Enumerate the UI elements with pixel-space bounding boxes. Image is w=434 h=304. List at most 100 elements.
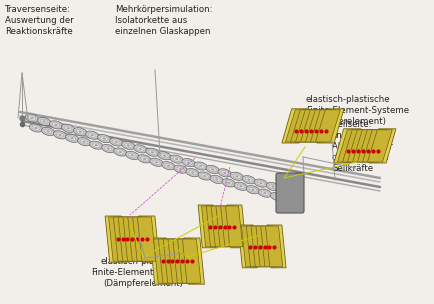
Ellipse shape	[206, 165, 220, 174]
Ellipse shape	[252, 189, 254, 190]
Ellipse shape	[69, 136, 76, 140]
Polygon shape	[290, 110, 315, 142]
Ellipse shape	[158, 152, 171, 160]
Ellipse shape	[258, 189, 272, 197]
Ellipse shape	[47, 131, 49, 132]
Polygon shape	[128, 217, 146, 261]
Polygon shape	[310, 110, 335, 142]
Ellipse shape	[269, 184, 276, 189]
Ellipse shape	[59, 134, 61, 136]
Polygon shape	[201, 206, 219, 247]
Ellipse shape	[105, 146, 112, 151]
Ellipse shape	[146, 148, 159, 156]
Ellipse shape	[25, 114, 39, 122]
Ellipse shape	[246, 186, 260, 194]
Ellipse shape	[225, 181, 233, 185]
Ellipse shape	[200, 165, 202, 167]
Polygon shape	[316, 110, 340, 142]
Polygon shape	[154, 239, 172, 283]
Polygon shape	[182, 239, 201, 283]
Polygon shape	[317, 109, 344, 143]
FancyBboxPatch shape	[276, 173, 304, 213]
Ellipse shape	[92, 143, 100, 147]
Polygon shape	[282, 109, 309, 143]
Ellipse shape	[119, 151, 122, 153]
Polygon shape	[198, 205, 217, 248]
Polygon shape	[261, 226, 278, 267]
Polygon shape	[221, 206, 238, 247]
Ellipse shape	[266, 182, 279, 191]
Polygon shape	[178, 239, 196, 283]
Ellipse shape	[113, 140, 120, 144]
Polygon shape	[251, 226, 268, 267]
Ellipse shape	[201, 174, 208, 178]
Polygon shape	[296, 110, 320, 142]
Text: Mehrkörpersimulation:
Isolatorkette aus
einzelnen Glaskappen: Mehrkörpersimulation: Isolatorkette aus …	[115, 5, 213, 36]
Polygon shape	[241, 226, 259, 267]
Ellipse shape	[37, 117, 51, 126]
Polygon shape	[206, 206, 224, 247]
Ellipse shape	[55, 124, 57, 126]
Ellipse shape	[174, 165, 187, 173]
Ellipse shape	[185, 160, 192, 165]
Ellipse shape	[254, 179, 268, 187]
Ellipse shape	[198, 172, 211, 180]
Ellipse shape	[102, 144, 115, 153]
Ellipse shape	[210, 175, 224, 184]
Polygon shape	[216, 206, 233, 247]
Ellipse shape	[186, 168, 199, 177]
Ellipse shape	[211, 169, 214, 170]
Ellipse shape	[264, 192, 266, 194]
Ellipse shape	[79, 131, 82, 133]
Ellipse shape	[49, 121, 63, 129]
Polygon shape	[108, 217, 127, 261]
Ellipse shape	[107, 148, 109, 149]
Ellipse shape	[30, 124, 43, 132]
Polygon shape	[238, 225, 257, 268]
Polygon shape	[338, 130, 362, 162]
Ellipse shape	[162, 162, 175, 170]
Ellipse shape	[53, 131, 67, 139]
Polygon shape	[173, 239, 191, 283]
Ellipse shape	[137, 147, 144, 151]
Polygon shape	[163, 239, 182, 283]
Ellipse shape	[197, 164, 204, 168]
Ellipse shape	[281, 188, 289, 192]
Polygon shape	[300, 110, 326, 142]
Ellipse shape	[32, 126, 39, 130]
Ellipse shape	[194, 162, 207, 170]
Text: Seilseite:
analytische
Abbildung der
dynamischen
Seilkräfte: Seilseite: analytische Abbildung der dyn…	[332, 120, 393, 173]
Ellipse shape	[103, 138, 105, 139]
Ellipse shape	[65, 126, 72, 130]
Ellipse shape	[242, 176, 256, 184]
Ellipse shape	[127, 145, 130, 146]
Text: elastisch-plastische
Finite-Element-Systeme
(Dämpferelement): elastisch-plastische Finite-Element-Syst…	[92, 257, 194, 288]
Ellipse shape	[125, 143, 132, 148]
Ellipse shape	[40, 119, 48, 124]
Ellipse shape	[191, 172, 194, 173]
Polygon shape	[138, 217, 156, 261]
Polygon shape	[368, 130, 392, 162]
Ellipse shape	[83, 141, 85, 143]
Text: Traversenseite:
Auswertung der
Reaktionskräfte: Traversenseite: Auswertung der Reaktions…	[5, 5, 74, 36]
Ellipse shape	[117, 150, 124, 154]
Ellipse shape	[221, 171, 228, 175]
Ellipse shape	[67, 128, 69, 129]
Ellipse shape	[98, 134, 111, 143]
Ellipse shape	[249, 188, 256, 192]
Polygon shape	[184, 238, 204, 284]
Ellipse shape	[170, 155, 183, 163]
Ellipse shape	[114, 148, 127, 156]
Ellipse shape	[122, 141, 135, 150]
Ellipse shape	[234, 182, 247, 190]
Polygon shape	[211, 206, 228, 247]
Ellipse shape	[165, 164, 172, 168]
Polygon shape	[352, 130, 377, 162]
Ellipse shape	[227, 182, 230, 184]
Ellipse shape	[143, 158, 146, 160]
Ellipse shape	[248, 179, 250, 181]
Polygon shape	[306, 110, 330, 142]
Ellipse shape	[273, 194, 281, 199]
Ellipse shape	[237, 184, 244, 188]
Ellipse shape	[139, 148, 141, 150]
